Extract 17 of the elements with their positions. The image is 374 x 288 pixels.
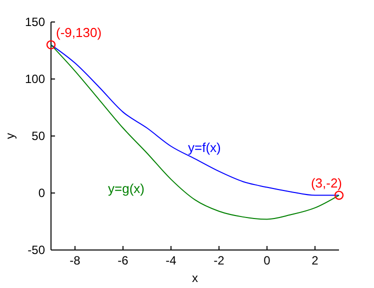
annotation: (3,-2) — [310, 175, 342, 190]
x-tick-label: -2 — [214, 254, 225, 268]
y-tick-label: 50 — [32, 128, 46, 143]
y-tick-label: -50 — [28, 242, 46, 257]
y-tick-label: 0 — [38, 186, 46, 200]
x-tick-label: -8 — [70, 254, 81, 268]
x-tick-label: 2 — [312, 254, 319, 268]
y-tick-label: 100 — [24, 72, 46, 86]
series-label: y=g(x) — [108, 181, 144, 196]
x-axis-title: x — [192, 271, 198, 285]
x-tick-label: -4 — [166, 254, 177, 268]
series-label: y=f(x) — [188, 140, 221, 155]
y-axis-title: y — [3, 133, 17, 139]
x-tick-label: -6 — [118, 254, 129, 268]
annotation: (-9,130) — [56, 24, 102, 40]
x-tick-label: 0 — [264, 254, 271, 268]
y-tick-label: 150 — [24, 14, 46, 29]
